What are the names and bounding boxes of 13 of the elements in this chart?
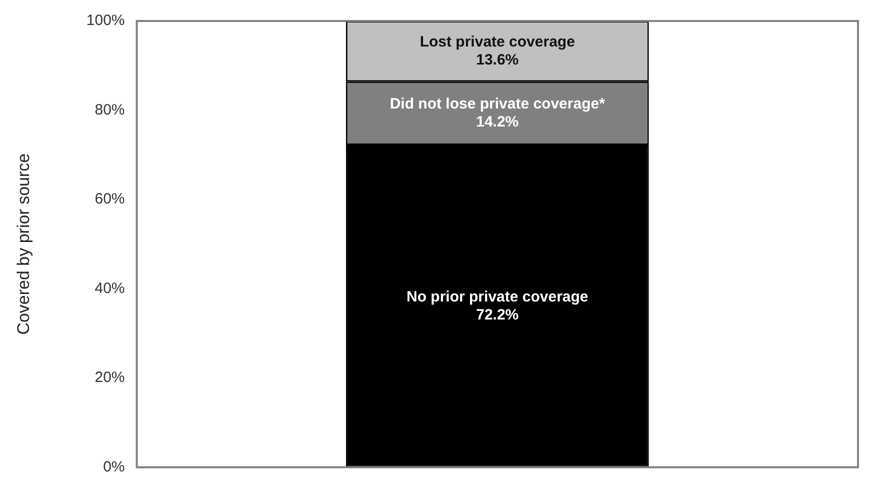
series-label: No prior private coverage <box>406 288 588 306</box>
y-axis-title: Covered by prior source <box>14 153 33 335</box>
data-label: 13.6% <box>476 51 519 68</box>
y-tick-label: 0% <box>103 458 125 476</box>
data-label: 14.2% <box>476 114 519 131</box>
series-label: Did not lose private coverage* <box>390 96 606 113</box>
y-tick-label: 80% <box>94 101 125 118</box>
y-tick-label: 40% <box>94 280 125 297</box>
data-label: 72.2% <box>476 306 519 324</box>
y-tick-label: 20% <box>94 369 125 386</box>
y-tick-label: 100% <box>86 12 125 30</box>
y-tick-label: 60% <box>94 190 125 208</box>
series-label: Lost private coverage <box>420 33 575 50</box>
